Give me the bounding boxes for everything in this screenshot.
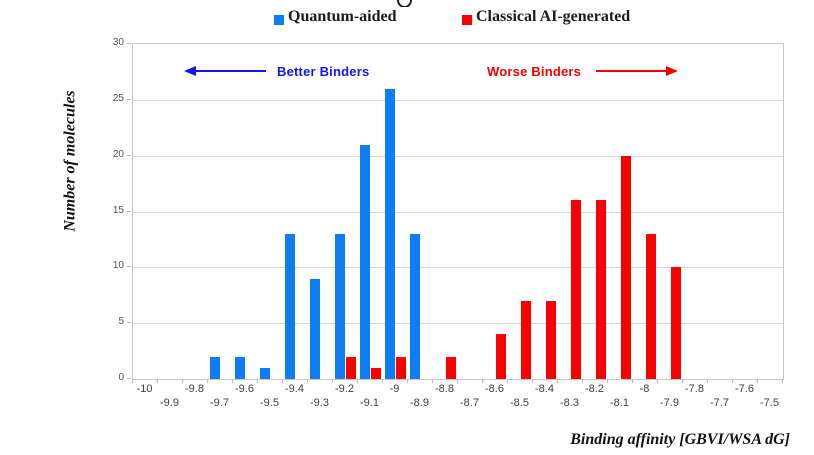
x-tick-label: -9.7 xyxy=(210,397,229,409)
bar-classical xyxy=(570,200,581,379)
x-tick-label: -8 xyxy=(639,383,650,395)
x-axis-title: Binding affinity [GBVI/WSA dG] xyxy=(570,431,790,448)
legend-swatch-classical xyxy=(462,15,472,25)
x-tick-label: -7.6 xyxy=(735,383,754,395)
bar-classical xyxy=(620,155,631,379)
cropped-title-glyph xyxy=(397,0,414,7)
bar-quantum xyxy=(284,233,295,379)
bar-quantum xyxy=(409,233,420,379)
x-tick-label: -8.6 xyxy=(485,383,504,395)
bar-classical xyxy=(370,367,381,379)
y-tick-mark xyxy=(127,378,131,379)
bar-classical xyxy=(545,300,556,379)
y-tick-mark xyxy=(127,43,131,44)
x-tick-label: -9.2 xyxy=(335,383,354,395)
y-gridline xyxy=(133,323,783,325)
legend-label-classical: Classical AI-generated xyxy=(476,8,631,25)
y-axis-title: Number of molecules xyxy=(61,90,79,232)
bar-quantum xyxy=(309,278,320,379)
y-tick-mark xyxy=(127,210,131,212)
bar-quantum xyxy=(259,367,270,379)
y-gridline xyxy=(133,211,783,213)
bar-classical xyxy=(645,233,656,379)
bar-classical xyxy=(495,334,506,379)
worse-binders-arrow xyxy=(596,66,678,76)
bar-classical xyxy=(445,356,456,379)
x-tick-label: -8.7 xyxy=(460,397,479,409)
x-tick-label: -8.2 xyxy=(585,383,604,395)
y-tick-label: 25 xyxy=(112,92,124,104)
better-binders-arrow xyxy=(184,66,266,76)
x-tick-label: -9.4 xyxy=(285,383,304,395)
x-tick-label: -8.5 xyxy=(510,397,529,409)
cropped-title-glyph-arc xyxy=(397,0,412,7)
bar-classical xyxy=(520,300,531,379)
bar-classical xyxy=(595,200,606,379)
x-tick-label: -8.1 xyxy=(610,397,629,409)
x-tick-label: -7.8 xyxy=(685,383,704,395)
bar-quantum xyxy=(384,88,395,379)
y-tick-mark xyxy=(127,266,131,268)
legend-swatch-quantum xyxy=(274,15,284,25)
y-gridline xyxy=(133,267,783,269)
x-tick-label: -9.3 xyxy=(310,397,329,409)
x-tick-label: -9.5 xyxy=(260,397,279,409)
legend-label-quantum: Quantum-aided xyxy=(288,8,397,25)
x-tick-label: -9.1 xyxy=(360,397,379,409)
x-tick-label: -9.8 xyxy=(185,383,204,395)
y-tick-label: 15 xyxy=(112,204,124,216)
x-tick-label: -7.7 xyxy=(710,397,729,409)
chart-plot-area xyxy=(132,43,784,380)
x-tick-label: -8.8 xyxy=(435,383,454,395)
x-tick-label: -8.3 xyxy=(560,397,579,409)
y-tick-mark xyxy=(127,322,131,324)
x-tick-label: -9.9 xyxy=(160,397,179,409)
bar-quantum xyxy=(359,144,370,379)
y-gridline xyxy=(133,99,783,101)
y-gridline xyxy=(133,155,783,157)
x-tick-label: -7.9 xyxy=(660,397,679,409)
x-tick-label: -8.4 xyxy=(535,383,554,395)
bar-classical xyxy=(395,356,406,379)
x-tick-label: -9.6 xyxy=(235,383,254,395)
x-tick-label: -9 xyxy=(389,383,400,395)
bar-quantum xyxy=(234,356,245,379)
x-tick-label: -10 xyxy=(136,383,153,395)
bar-quantum xyxy=(334,233,345,379)
y-tick-mark xyxy=(127,98,131,100)
bar-classical xyxy=(345,356,356,379)
worse-binders-label: Worse Binders xyxy=(487,64,582,79)
bar-quantum xyxy=(209,356,220,379)
y-tick-label: 30 xyxy=(112,37,124,48)
x-tick-label: -8.9 xyxy=(410,397,429,409)
y-tick-label: 5 xyxy=(118,316,124,328)
bar-classical xyxy=(670,267,681,379)
x-tick-label: -7.5 xyxy=(760,397,779,409)
y-tick-label: 0 xyxy=(118,372,124,383)
y-tick-label: 20 xyxy=(112,148,124,160)
y-tick-mark xyxy=(127,154,131,156)
y-tick-label: 10 xyxy=(112,260,124,272)
better-binders-label: Better Binders xyxy=(277,64,370,79)
